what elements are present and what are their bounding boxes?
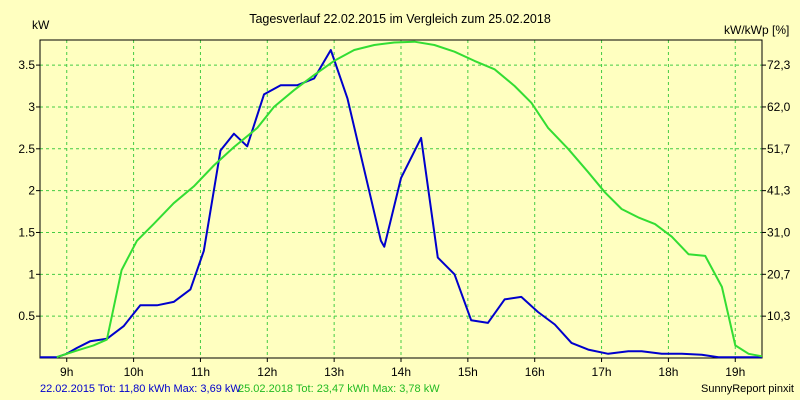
series-line-blue bbox=[40, 49, 762, 359]
y-tick-label-left: 1.5 bbox=[18, 225, 35, 239]
chart-title: Tagesverlauf 22.02.2015 im Vergleich zum… bbox=[249, 12, 551, 26]
y-tick-label-left: 1 bbox=[28, 267, 35, 281]
legend-series-blue: 22.02.2015 Tot: 11,80 kWh Max: 3,69 kW bbox=[40, 383, 241, 395]
y-tick-label-left: 2 bbox=[28, 184, 35, 198]
y-tick-label-left: 3.5 bbox=[18, 58, 35, 72]
x-tick-label: 10h bbox=[124, 365, 144, 379]
legend-series-green: 25.02.2018 Tot: 23,47 kWh Max: 3,78 kW bbox=[238, 383, 440, 395]
x-tick-label: 12h bbox=[257, 365, 277, 379]
x-tick-label: 18h bbox=[658, 365, 678, 379]
x-tick-label: 16h bbox=[525, 365, 545, 379]
x-tick-label: 13h bbox=[324, 365, 344, 379]
y-axis-left-label: kW bbox=[32, 18, 50, 32]
tick-labels: 9h 10h 11h 12h 13h 14h 15h 16h 17h 18h 19h 0.5 1 1.5 2… bbox=[18, 58, 790, 379]
y-tick-label-right: 62,0 bbox=[767, 100, 791, 114]
y-tick-label-left: 3 bbox=[28, 100, 35, 114]
x-tick-label: 11h bbox=[191, 365, 210, 379]
grid bbox=[40, 40, 762, 358]
x-tick-label: 14h bbox=[391, 365, 411, 379]
x-tick-label: 19h bbox=[725, 365, 745, 379]
x-tick-label: 15h bbox=[458, 365, 478, 379]
y-tick-label-right: 41,3 bbox=[767, 184, 791, 198]
y-tick-label-left: 0.5 bbox=[18, 309, 35, 323]
series-line-green bbox=[56, 40, 763, 359]
y-tick-label-right: 10,3 bbox=[767, 309, 791, 323]
x-tick-label: 17h bbox=[592, 365, 612, 379]
credit-text: SunnyReport pinxit bbox=[701, 383, 794, 395]
y-tick-label-right: 72,3 bbox=[767, 58, 791, 72]
y-tick-label-right: 51,7 bbox=[767, 142, 791, 156]
y-tick-label-left: 2.5 bbox=[18, 142, 35, 156]
y-tick-label-right: 31,0 bbox=[767, 225, 791, 239]
series-layer bbox=[40, 40, 763, 359]
x-tick-label: 9h bbox=[60, 365, 73, 379]
y-axis-right-label: kW/kWp [%] bbox=[724, 23, 789, 37]
y-tick-label-right: 20,7 bbox=[767, 267, 791, 281]
